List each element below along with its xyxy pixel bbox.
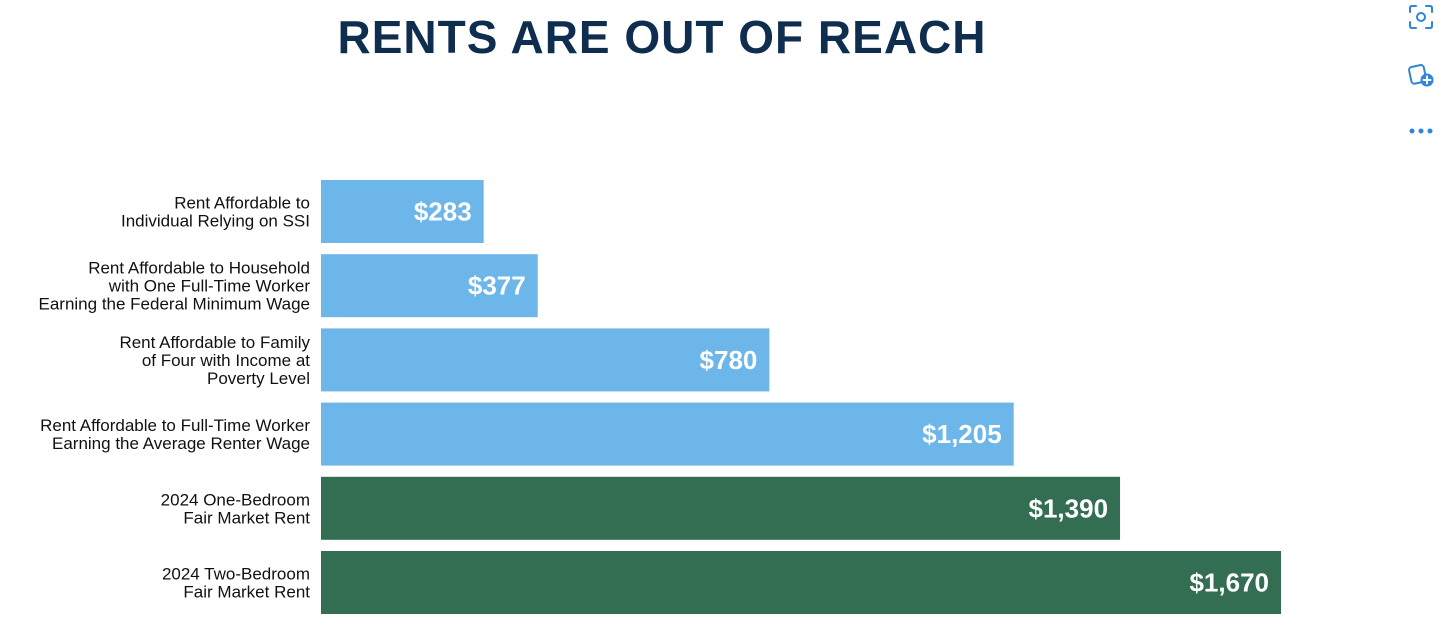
category-label-line: of Four with Income at (142, 351, 310, 370)
value-label-6: $1,670 (1189, 568, 1269, 598)
value-label-1: $283 (414, 197, 472, 227)
bar-3 (321, 328, 770, 392)
add-collection-icon (1408, 64, 1434, 87)
add-to-collection-button[interactable] (1406, 60, 1436, 90)
category-label-line: with One Full-Time Worker (108, 277, 311, 296)
category-label-line: Poverty Level (207, 369, 310, 388)
category-label-6: 2024 Two-Bedroom Fair Market Rent (162, 565, 310, 602)
category-label-line: Earning the Average Renter Wage (52, 434, 310, 453)
value-label-4: $1,205 (922, 419, 1002, 449)
category-label-3: Rent Affordable to Family of Four with In… (119, 333, 310, 388)
scan-button[interactable] (1406, 2, 1436, 32)
category-label-2: Rent Affordable to Household with One Ful… (39, 259, 311, 314)
value-label-5: $1,390 (1029, 493, 1109, 523)
more-options-icon (1409, 128, 1433, 134)
category-label-5: 2024 One-Bedroom Fair Market Rent (161, 490, 311, 527)
chart-title: RENTS ARE OUT OF REACH (337, 11, 987, 63)
bar-5 (321, 476, 1121, 540)
bar-2 (321, 254, 538, 318)
category-label-line: Rent Affordable to Full-Time Worker (40, 416, 310, 435)
category-label-line: 2024 One-Bedroom (161, 490, 310, 509)
value-label-2: $377 (468, 271, 526, 301)
category-label-line: Fair Market Rent (183, 583, 310, 602)
category-label-line: Earning the Federal Minimum Wage (39, 295, 311, 314)
value-label-3: $780 (700, 345, 758, 375)
category-label-1: Rent Affordable to Individual Relying on … (121, 194, 310, 231)
category-label-line: Rent Affordable to (174, 194, 310, 213)
scan-icon (1409, 5, 1433, 29)
category-label-line: 2024 Two-Bedroom (162, 565, 310, 584)
category-label-line: Rent Affordable to Family (119, 333, 310, 352)
bar-6 (321, 551, 1281, 614)
category-label-line: Individual Relying on SSI (121, 212, 310, 231)
category-label-4: Rent Affordable to Full-Time Worker Earni… (40, 416, 310, 453)
bar-4 (321, 402, 1014, 466)
bar-1 (321, 180, 484, 243)
category-label-line: Fair Market Rent (183, 508, 310, 527)
more-options-button[interactable] (1406, 116, 1436, 146)
side-toolbar (1400, 0, 1444, 160)
category-label-line: Rent Affordable to Household (88, 259, 310, 278)
